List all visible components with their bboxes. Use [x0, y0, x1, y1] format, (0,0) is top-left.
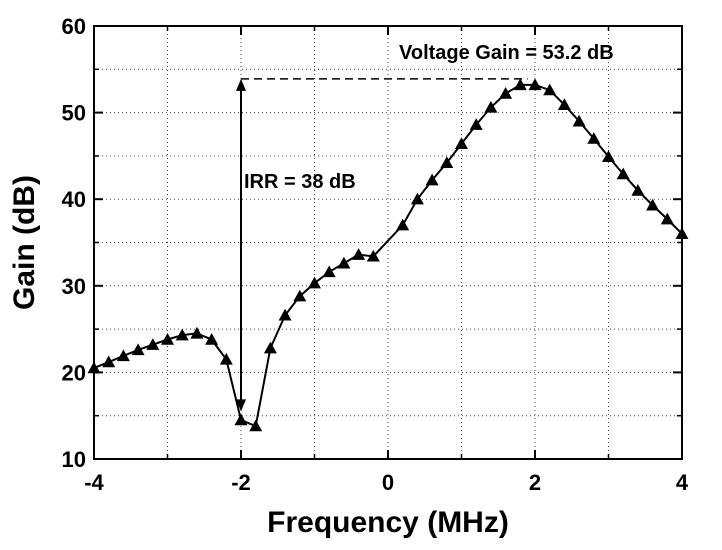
y-axis-title: Gain (dB) [8, 175, 41, 310]
data-point-marker [660, 212, 674, 225]
data-point-marker [352, 248, 366, 260]
data-point-marker [337, 256, 351, 269]
data-point-marker [484, 100, 498, 113]
irr-arrow-head-bottom [236, 399, 246, 412]
data-point-marker [190, 326, 204, 339]
tick-labels: -4 -2 0 2 4 10 20 30 40 50 60 [62, 14, 689, 495]
x-tick-label: -2 [231, 470, 251, 495]
data-point-marker [543, 83, 557, 96]
data-point-marker [396, 218, 410, 231]
data-point-marker [146, 338, 160, 350]
data-point-marker [278, 308, 292, 321]
data-series [87, 78, 689, 432]
grid-lines [94, 26, 682, 459]
data-point-marker [116, 349, 130, 362]
irr-annotation: IRR = 38 dB [244, 171, 356, 193]
x-tick-label: 4 [676, 470, 689, 495]
data-point-marker [602, 150, 615, 162]
data-point-marker [322, 265, 336, 278]
data-point-marker [131, 343, 145, 356]
data-point-marker [263, 341, 277, 354]
y-tick-label: 30 [62, 274, 86, 299]
x-axis-title: Frequency (MHz) [267, 506, 509, 539]
data-point-marker [425, 173, 439, 186]
y-tick-label: 40 [62, 187, 86, 212]
data-point-marker [249, 419, 263, 432]
data-point-marker [234, 413, 248, 426]
data-point-marker [499, 87, 513, 99]
data-point-marker [293, 289, 307, 302]
data-point-marker [469, 118, 483, 130]
voltage-gain-annotation: Voltage Gain = 53.2 dB [399, 42, 614, 64]
x-tick-label: 0 [382, 470, 394, 495]
data-point-marker [513, 78, 527, 91]
data-point-marker [205, 332, 219, 345]
axis-ticks [93, 25, 683, 460]
data-point-marker [410, 192, 424, 205]
x-tick-label: -4 [84, 470, 104, 495]
series-line [93, 83, 683, 428]
data-point-marker [366, 249, 380, 262]
data-point-marker [455, 137, 468, 149]
y-tick-label: 50 [62, 101, 86, 126]
x-tick-label: 2 [529, 470, 541, 495]
data-point-marker [308, 276, 321, 289]
data-point-marker [440, 156, 454, 169]
data-point-marker [631, 184, 645, 196]
y-tick-label: 60 [62, 14, 86, 39]
data-point-marker [219, 352, 233, 365]
data-point-marker [572, 114, 586, 127]
y-tick-label: 20 [62, 360, 86, 385]
data-point-marker [528, 78, 542, 91]
irr-arrow-head-top [236, 78, 246, 91]
data-point-marker [161, 332, 174, 345]
data-point-marker [587, 132, 601, 144]
data-point-marker [557, 98, 571, 111]
y-tick-label: 10 [62, 447, 86, 472]
annotations: Voltage Gain = 53.2 dB IRR = 38 dB [236, 42, 614, 412]
data-point-marker [102, 355, 116, 368]
data-point-marker [646, 198, 660, 211]
data-point-marker [175, 328, 189, 341]
data-point-marker [616, 167, 630, 180]
